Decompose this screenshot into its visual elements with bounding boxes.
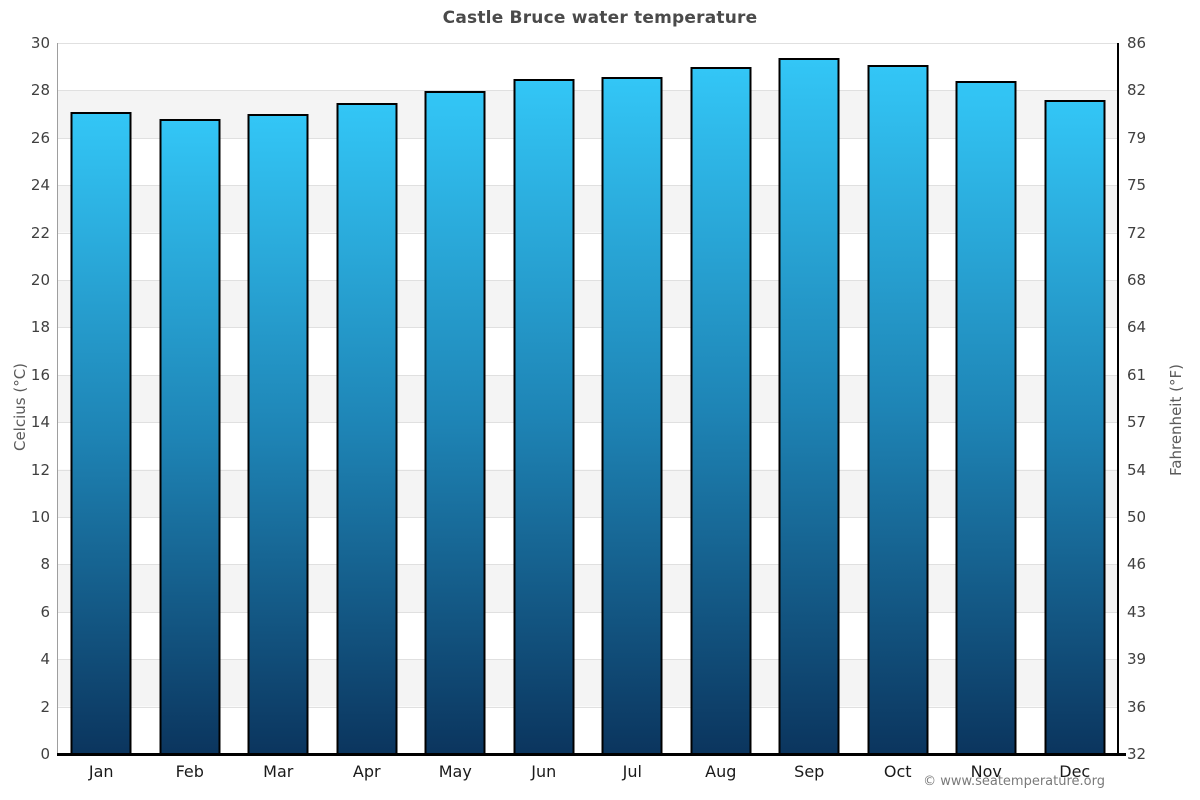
left-axis-line xyxy=(57,43,58,754)
temperature-bar xyxy=(336,102,398,754)
x-tick-label: Jul xyxy=(622,762,642,781)
fahrenheit-tick-label: 64 xyxy=(1127,318,1147,337)
celsius-tick-label: 6 xyxy=(40,602,50,621)
gridline xyxy=(57,232,1119,234)
celsius-tick-label: 16 xyxy=(30,365,50,384)
x-tick-label: Dec xyxy=(1059,762,1091,781)
celsius-tick-label: 4 xyxy=(40,650,50,669)
gridline xyxy=(57,137,1119,139)
fahrenheit-tick-label: 43 xyxy=(1127,602,1147,621)
copyright-attribution: © www.seatemperature.org xyxy=(923,774,1105,789)
temperature-bar xyxy=(247,114,309,754)
temperature-bar xyxy=(1044,100,1106,754)
temperature-bar xyxy=(159,119,221,754)
x-tick-label: May xyxy=(438,762,472,781)
x-tick-label: Jan xyxy=(88,762,114,781)
chart-title: Castle Bruce water temperature xyxy=(442,8,758,28)
celsius-tick-label: 18 xyxy=(30,318,50,337)
fahrenheit-tick-label: 82 xyxy=(1127,81,1147,100)
celsius-tick-label: 26 xyxy=(30,128,50,147)
x-tick-label: Oct xyxy=(883,762,912,781)
x-tick-label: Jun xyxy=(531,762,557,781)
fahrenheit-tick-label: 61 xyxy=(1127,365,1147,384)
temperature-bar xyxy=(690,67,752,754)
celsius-tick-label: 22 xyxy=(30,223,50,242)
gridline xyxy=(57,43,1119,44)
gridline xyxy=(57,659,1119,661)
temperature-bar xyxy=(513,78,575,754)
bar-slot: Jul xyxy=(588,43,677,781)
bar-slot: Feb xyxy=(146,43,235,781)
gridline xyxy=(57,90,1119,92)
temperature-bar xyxy=(867,64,929,754)
x-tick-label: Aug xyxy=(705,762,737,781)
x-tick-label: Apr xyxy=(352,762,381,781)
celsius-tick-label: 10 xyxy=(30,508,50,526)
bar-slot: Oct xyxy=(854,43,943,781)
temperature-bar xyxy=(778,57,840,754)
celsius-tick-label: 2 xyxy=(40,697,50,716)
gridline xyxy=(57,327,1119,329)
fahrenheit-tick-label: 86 xyxy=(1127,34,1147,52)
temperature-bar xyxy=(70,112,132,754)
bar-slot: Aug xyxy=(677,43,766,781)
gridline xyxy=(57,280,1119,281)
bar-slot: Jun xyxy=(500,43,589,781)
celsius-tick-label: 14 xyxy=(30,413,50,432)
celsius-tick-label: 28 xyxy=(30,81,50,100)
gridline xyxy=(57,185,1119,187)
x-tick-label: Nov xyxy=(970,762,1002,781)
right-axis-line xyxy=(1117,43,1119,754)
x-tick-label: Mar xyxy=(263,762,294,781)
fahrenheit-tick-label: 79 xyxy=(1127,128,1147,147)
fahrenheit-tick-label: 57 xyxy=(1127,413,1147,432)
bar-slot: May xyxy=(411,43,500,781)
bar-slot: Apr xyxy=(323,43,412,781)
fahrenheit-tick-label: 72 xyxy=(1127,223,1147,242)
celsius-tick-label: 12 xyxy=(30,460,50,479)
bar-slot: Sep xyxy=(765,43,854,781)
fahrenheit-tick-label: 39 xyxy=(1127,650,1147,669)
fahrenheit-tick-label: 75 xyxy=(1127,176,1147,195)
gridline xyxy=(57,469,1119,471)
bar-slot: Mar xyxy=(234,43,323,781)
temperature-bar xyxy=(601,76,663,754)
gridline xyxy=(57,706,1119,708)
x-tick-label: Feb xyxy=(175,762,204,781)
celsius-tick-label: 20 xyxy=(30,271,50,289)
temperature-bar xyxy=(424,90,486,754)
fahrenheit-tick-label: 36 xyxy=(1127,697,1147,716)
fahrenheit-tick-label: 50 xyxy=(1127,508,1147,526)
bar-slot: Nov xyxy=(942,43,1031,781)
celsius-tick-label: 30 xyxy=(30,34,50,52)
fahrenheit-tick-label: 46 xyxy=(1127,555,1147,574)
fahrenheit-tick-label: 68 xyxy=(1127,271,1147,289)
bar-slot: Dec xyxy=(1031,43,1120,781)
plot-area: Jan Feb Mar Apr May Jun Jul Aug Sep Oct Nov Dec xyxy=(57,43,1126,781)
celsius-tick-label: 24 xyxy=(30,176,50,195)
fahrenheit-tick-label: 54 xyxy=(1127,460,1147,479)
gridline xyxy=(57,374,1119,376)
celsius-tick-label: 8 xyxy=(40,555,50,574)
x-tick-label: Sep xyxy=(794,762,825,781)
gridline xyxy=(57,611,1119,613)
gridline xyxy=(57,422,1119,424)
gridline xyxy=(57,564,1119,566)
temperature-bar xyxy=(955,81,1017,754)
gridline xyxy=(57,517,1119,518)
fahrenheit-tick-label: 32 xyxy=(1127,745,1147,763)
bar-slot: Jan xyxy=(57,43,146,781)
bottom-axis-line xyxy=(57,753,1126,756)
celsius-tick-label: 0 xyxy=(40,745,50,763)
